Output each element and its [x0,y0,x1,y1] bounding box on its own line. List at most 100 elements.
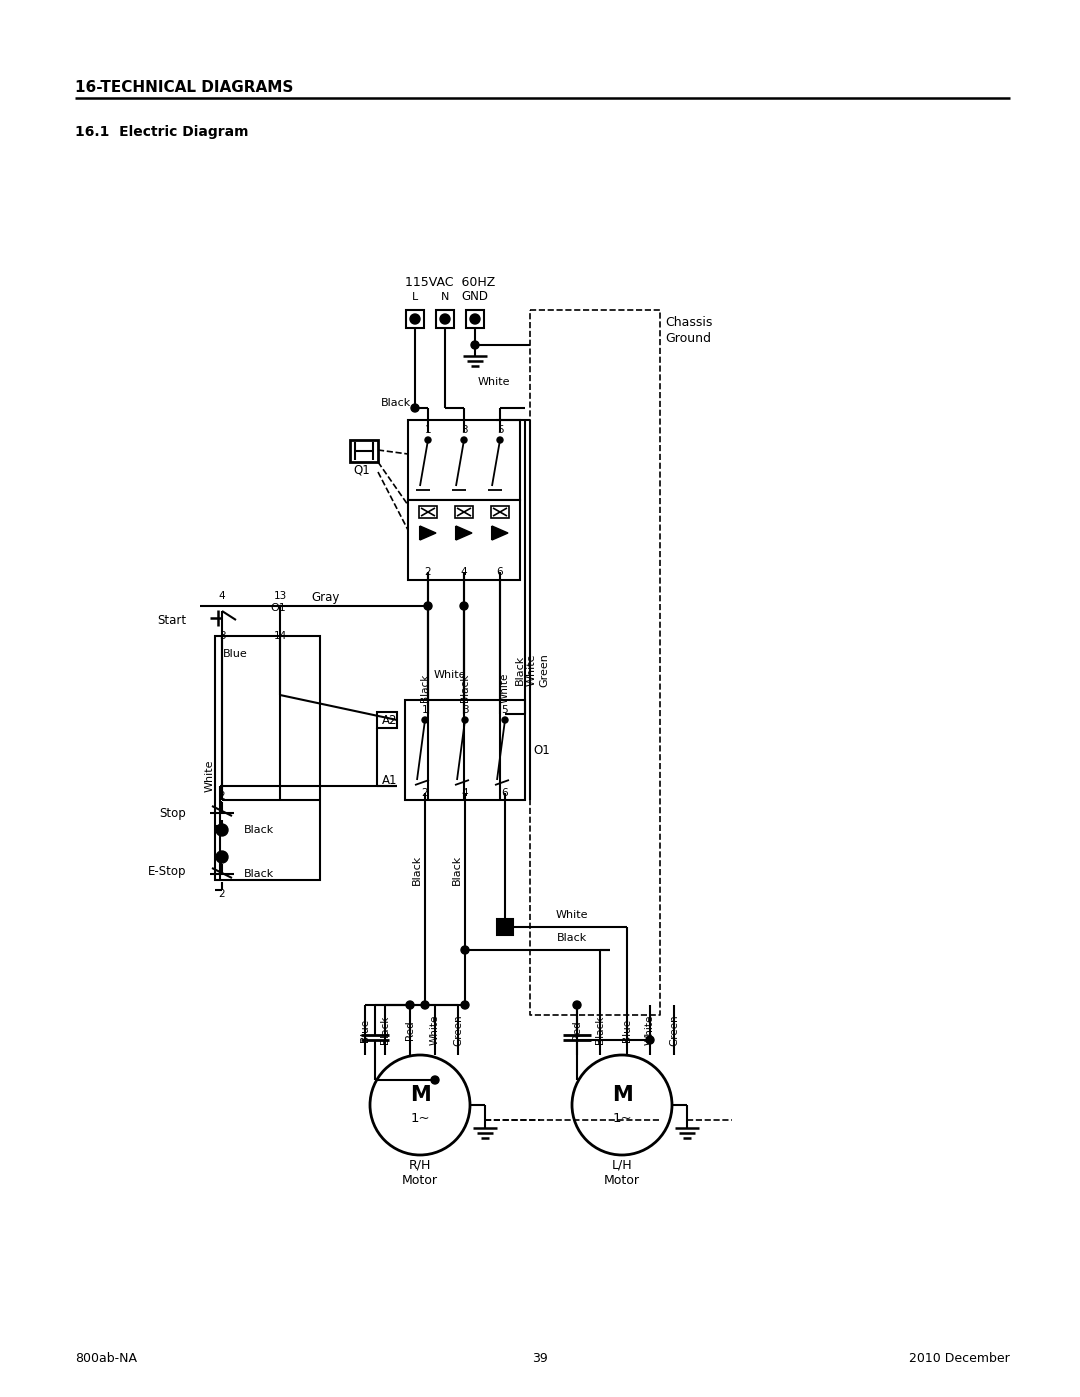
Bar [377,712,397,728]
Text: M: M [409,1085,430,1105]
Text: Blue: Blue [360,1018,370,1042]
Circle shape [497,437,503,443]
Bar [408,420,519,500]
Text: 1: 1 [218,852,226,862]
Text: 115VAC  60HZ: 115VAC 60HZ [405,275,495,289]
Bar [465,310,484,328]
Text: 6: 6 [502,788,509,798]
Text: 2: 2 [218,791,226,800]
Text: 4: 4 [218,591,226,601]
Text: Black: Black [557,933,588,943]
Polygon shape [456,527,472,541]
Circle shape [470,314,480,324]
Text: Blue: Blue [622,1018,632,1042]
Bar [491,506,509,518]
Bar [455,506,473,518]
Circle shape [421,1002,429,1009]
Text: 2: 2 [421,788,429,798]
Bar [497,919,513,935]
Text: 1: 1 [421,705,429,715]
Text: 5: 5 [497,425,503,434]
Bar [408,500,519,580]
Text: Black: Black [381,398,411,408]
Text: L/H
Motor: L/H Motor [604,1160,640,1187]
Text: White: White [500,673,510,703]
Text: L: L [411,292,418,302]
Polygon shape [492,527,508,541]
Circle shape [460,602,468,610]
Text: Green: Green [539,652,549,687]
Text: Black: Black [244,869,274,879]
Text: O1: O1 [270,604,286,613]
Text: Blue: Blue [222,650,247,659]
Text: A2: A2 [381,714,397,726]
Text: Black: Black [411,855,422,886]
Circle shape [426,437,431,443]
Text: Black: Black [453,855,462,886]
Circle shape [422,717,428,724]
Bar [350,440,378,462]
Text: Red: Red [572,1020,582,1039]
Text: 16-TECHNICAL DIAGRAMS: 16-TECHNICAL DIAGRAMS [75,81,294,95]
Text: N: N [441,292,449,302]
Bar [406,310,424,328]
Text: Black: Black [244,826,274,835]
Text: 1: 1 [218,826,226,835]
Text: 4: 4 [461,788,469,798]
Circle shape [216,824,228,835]
Text: White: White [434,671,467,680]
Text: O1: O1 [534,743,550,757]
Polygon shape [420,527,436,541]
Circle shape [573,1002,581,1009]
Text: White: White [205,760,215,792]
Text: 16.1  Electric Diagram: 16.1 Electric Diagram [75,124,248,138]
Text: A1: A1 [381,774,397,787]
Circle shape [410,314,420,324]
Text: White: White [478,377,511,387]
Circle shape [440,314,450,324]
Text: Green: Green [453,1014,463,1046]
Text: M: M [611,1085,633,1105]
Text: 14: 14 [273,631,286,641]
Circle shape [502,717,508,724]
Text: 13: 13 [273,591,286,601]
Text: 1: 1 [424,425,431,434]
Text: 3: 3 [218,631,226,641]
Circle shape [411,404,419,412]
Text: Q1: Q1 [353,464,370,476]
Text: 4: 4 [461,567,468,577]
Text: 5: 5 [502,705,509,715]
Text: Black: Black [460,673,470,703]
Text: 39: 39 [532,1351,548,1365]
Text: 800ab-NA: 800ab-NA [75,1351,137,1365]
Text: 6: 6 [497,567,503,577]
Bar [436,310,454,328]
Circle shape [461,946,469,954]
Circle shape [471,341,480,349]
Text: Black: Black [515,655,525,685]
Text: Gray: Gray [312,591,340,605]
Bar [405,700,525,800]
Circle shape [461,1002,469,1009]
Text: Ground: Ground [665,331,711,345]
Bar [215,636,320,880]
Text: Start: Start [157,615,186,627]
Text: E-Stop: E-Stop [148,866,186,879]
Text: White: White [527,654,537,686]
Text: Chassis: Chassis [665,317,713,330]
Text: 2: 2 [424,567,431,577]
Circle shape [370,1055,470,1155]
Text: Green: Green [669,1014,679,1046]
Circle shape [572,1055,672,1155]
Text: Black: Black [420,673,430,703]
Text: White: White [556,909,589,921]
Text: GND: GND [461,291,488,303]
Text: R/H
Motor: R/H Motor [402,1160,438,1187]
Circle shape [461,437,467,443]
Text: 2: 2 [218,888,226,900]
Circle shape [646,1037,654,1044]
Circle shape [431,1076,438,1084]
Text: 1~: 1~ [612,1112,632,1126]
Text: Stop: Stop [159,806,186,820]
Text: 1~: 1~ [410,1112,430,1126]
